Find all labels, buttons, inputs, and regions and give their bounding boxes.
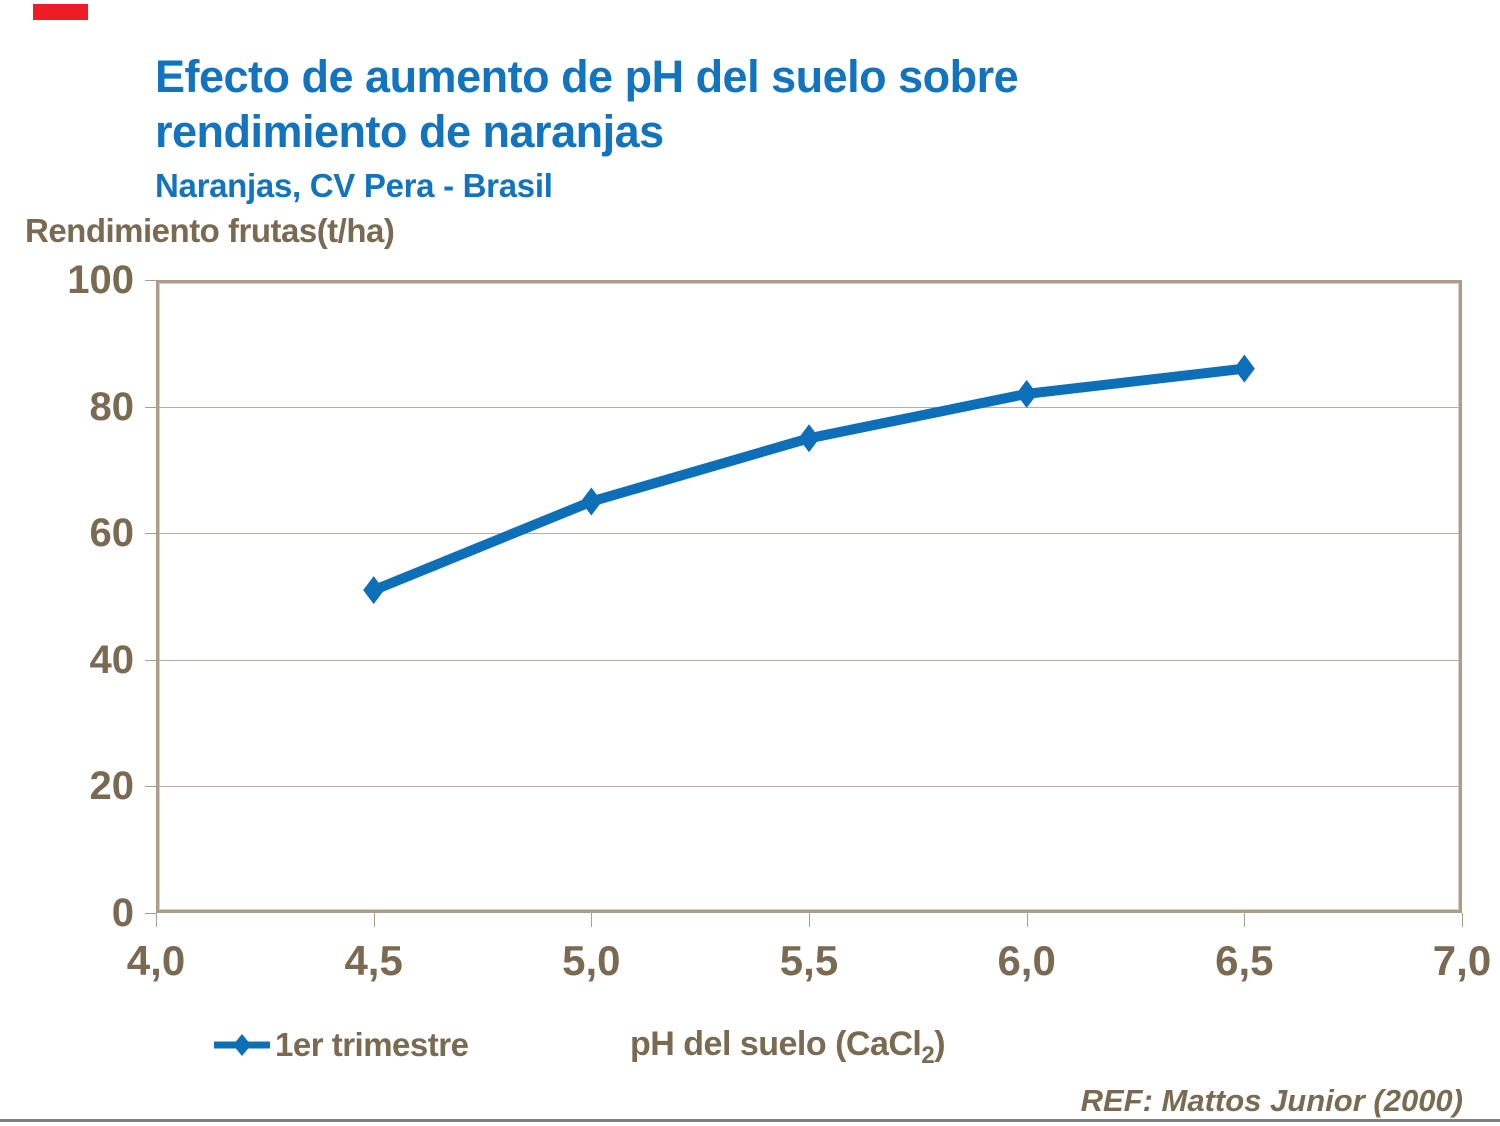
legend-series-marker-icon	[214, 1034, 270, 1056]
gridline	[159, 406, 1459, 408]
chart-title: Efecto de aumento de pH del suelo sobre …	[155, 51, 1019, 157]
data-point-marker	[798, 424, 820, 453]
y-axis-tick	[145, 533, 156, 535]
title-block: Efecto de aumento de pH del suelo sobre …	[155, 50, 1255, 205]
x-axis-tick	[1462, 913, 1463, 927]
chart-subtitle: Naranjas, CV Pera - Brasil	[155, 166, 553, 204]
bottom-divider-line	[0, 1119, 1500, 1122]
y-axis-title: Rendimiento frutas(t/ha)	[25, 212, 395, 249]
x-tick-label: 4,0	[126, 937, 186, 984]
x-axis-tick	[373, 913, 375, 927]
data-point-marker	[363, 576, 385, 605]
x-tick-label: 6,5	[1215, 937, 1274, 984]
x-tick-label: 5,0	[562, 937, 621, 984]
data-series-svg	[363, 354, 1255, 605]
gridline	[159, 786, 1459, 788]
legend-label: 1er trimestre	[275, 1026, 469, 1063]
x-axis-title-subscript: 2	[921, 1041, 935, 1069]
red-corner-marker	[33, 4, 88, 20]
y-tick-label: 20	[89, 764, 135, 809]
x-axis-title-text: pH del suelo (CaCl	[630, 1025, 922, 1063]
y-axis-tick	[145, 913, 156, 914]
y-tick-label: 100	[67, 258, 134, 302]
x-axis-tick	[809, 913, 810, 927]
series-line	[368, 363, 1250, 596]
data-point-marker	[1233, 354, 1255, 383]
x-axis-tick	[156, 913, 157, 927]
plot-area	[145, 280, 1463, 927]
x-tick-label: 6,0	[997, 937, 1056, 984]
x-tick-label: 5,5	[779, 937, 839, 984]
y-tick-label: 0	[111, 891, 134, 935]
x-tick-label: 4,5	[344, 937, 403, 984]
x-axis-tick	[591, 913, 593, 927]
x-axis-tick	[1026, 913, 1028, 927]
legend: 1er trimestre	[213, 1026, 469, 1064]
x-axis-title: pH del suelo (CaCl2)	[630, 1025, 946, 1070]
gridline	[159, 659, 1459, 661]
data-point-marker	[580, 487, 602, 516]
y-axis-tick	[145, 659, 156, 661]
data-point-marker	[1016, 379, 1038, 408]
reference-citation: REF: Mattos Junior (2000)	[1080, 1083, 1463, 1118]
x-tick-label: 7,0	[1432, 937, 1492, 984]
y-tick-label: 60	[89, 511, 135, 556]
y-axis-tick	[145, 280, 156, 281]
gridline	[159, 533, 1459, 535]
y-axis-tick	[145, 786, 156, 788]
x-axis-title-close: )	[934, 1025, 946, 1063]
y-tick-label: 40	[89, 637, 135, 682]
y-axis-tick	[145, 406, 156, 408]
y-tick-label: 80	[89, 384, 135, 429]
x-axis-tick	[1244, 913, 1246, 927]
